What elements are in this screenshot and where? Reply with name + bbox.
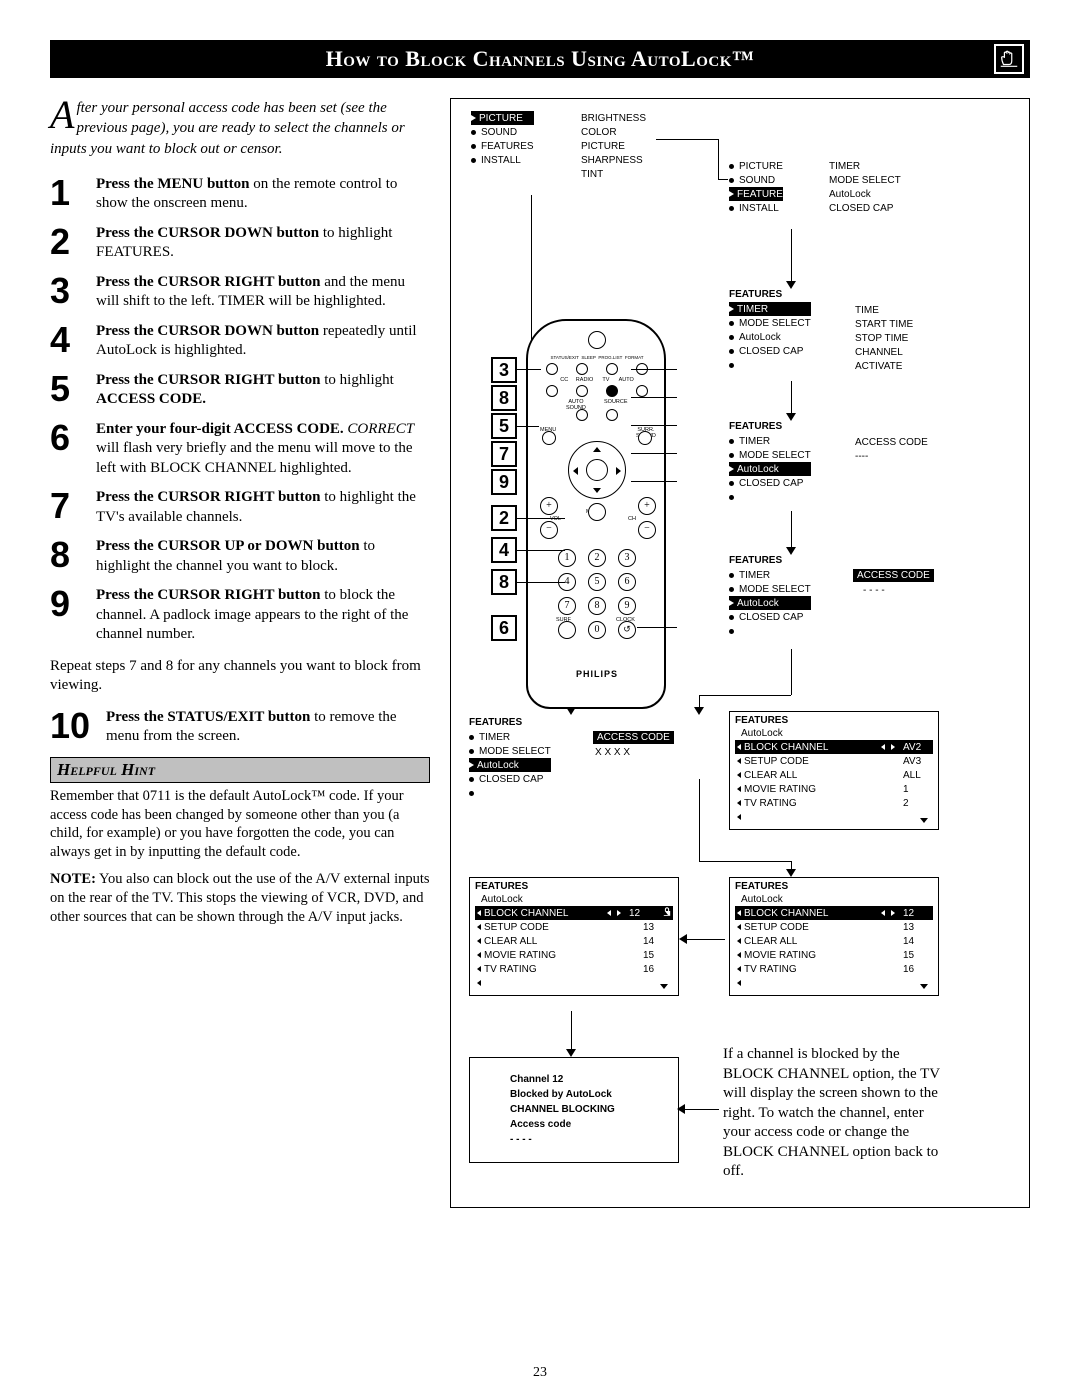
intro-text: After your personal access code has been… — [50, 98, 430, 159]
left-column: After your personal access code has been… — [50, 98, 430, 1208]
diagram-frame: PICTURESOUNDFEATURESINSTALL BRIGHTNESSCO… — [450, 98, 1030, 1208]
menu-block-av: FEATURES AutoLock BLOCK CHANNELAV2SETUP … — [729, 711, 939, 830]
blocked-screen: Channel 12Blocked by AutoLockCHANNEL BLO… — [469, 1057, 679, 1163]
page-number: 23 — [0, 1365, 1080, 1381]
hint-body: Remember that 0711 is the default AutoLo… — [50, 787, 430, 927]
menu-access-code: FEATURES TIMERMODE SELECTAutoLockCLOSED … — [729, 555, 811, 638]
menu-block-ch: FEATURES AutoLock BLOCK CHANNEL12SETUP C… — [729, 877, 939, 996]
page-title: How to Block Channels Using AutoLock™ — [326, 46, 755, 72]
hint-header: Helpful Hint — [50, 757, 430, 783]
step-10: 10 Press the STATUS/EXIT button to remov… — [50, 708, 430, 747]
menu-access-entered: FEATURES TIMERMODE SELECTAutoLockCLOSED … — [469, 717, 551, 800]
hand-icon — [994, 44, 1024, 74]
repeat-note: Repeat steps 7 and 8 for any channels yo… — [50, 657, 430, 696]
step-body: Press the STATUS/EXIT button to remove t… — [106, 708, 430, 747]
menu-autolock-1: FEATURES TIMERMODE SELECTAutoLockCLOSED … — [729, 421, 811, 504]
menu-blocked: FEATURES AutoLock BLOCK CHANNEL12SETUP C… — [469, 877, 679, 996]
title-bar: How to Block Channels Using AutoLock™ — [50, 40, 1030, 78]
bottom-note: If a channel is blocked by the BLOCK CHA… — [723, 1045, 953, 1182]
remote-control: STATUS/EXIT SLEEP PROG.LIST FORMAT CC RA… — [491, 319, 701, 709]
menu-timer: FEATURES TIMERMODE SELECTAutoLockCLOSED … — [729, 289, 811, 372]
menu-feature: PICTURESOUNDFEATUREINSTALL — [729, 159, 783, 215]
menu-picture: PICTURESOUNDFEATURESINSTALL — [471, 111, 534, 167]
right-column: PICTURESOUNDFEATURESINSTALL BRIGHTNESSCO… — [450, 98, 1030, 1208]
steps-list: 1 Press the MENU button on the remote co… — [50, 175, 430, 645]
